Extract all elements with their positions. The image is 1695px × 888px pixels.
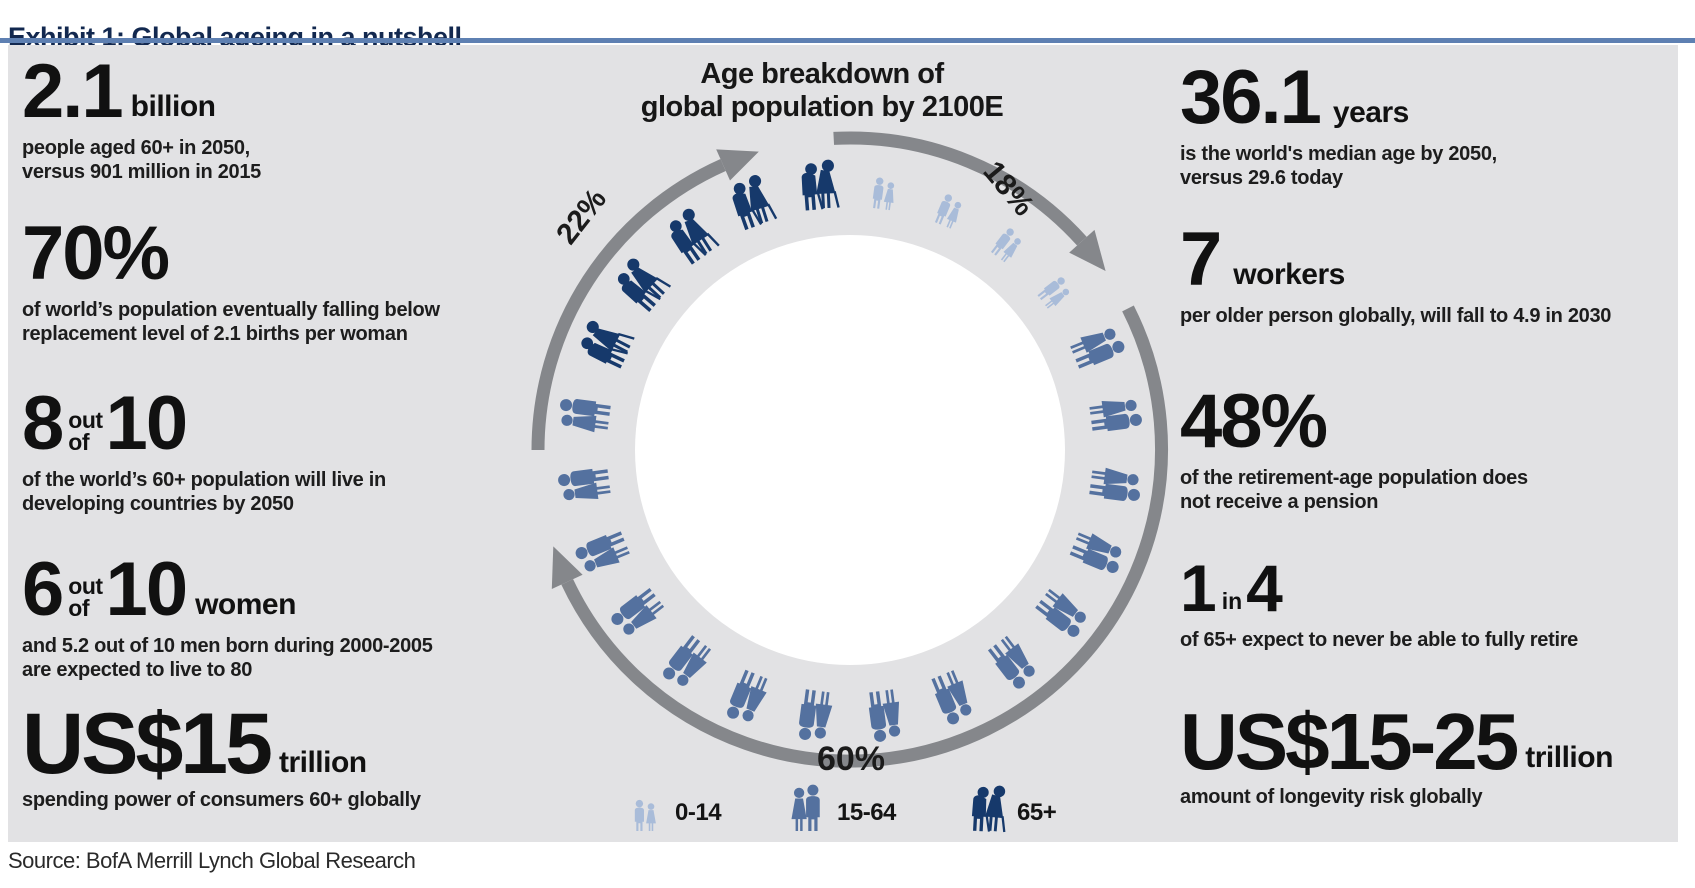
source-note: Source: BofA Merrill Lynch Global Resear… (8, 848, 416, 873)
ring-unit-adults (987, 635, 1035, 689)
stat-description: is the world's median age by 2050, versu… (1180, 142, 1497, 189)
stat-value-2: 10 (105, 547, 189, 632)
stat-unit: trillion (278, 745, 367, 779)
ring-unit-adults (1089, 399, 1142, 432)
stat-value: 7 (1180, 217, 1222, 302)
stat-us15-trillion: US$15 trillion spending power of consumer… (22, 696, 421, 812)
stat-value: 48% (1180, 379, 1328, 464)
ring-unit-adults (1070, 328, 1125, 369)
stat-description: of 65+ expect to never be able to fully … (1180, 628, 1579, 651)
stat-value: 1 (1180, 551, 1217, 625)
arrow-arc (833, 131, 1087, 246)
population-ring (558, 159, 1142, 742)
title-divider (0, 38, 1695, 43)
stat-description: spending power of consumers 60+ globally (22, 788, 421, 811)
ring-unit-adults (558, 468, 611, 501)
stat-unit: years (1332, 95, 1409, 129)
legend-label: 65+ (1017, 799, 1057, 826)
arrow-head (1069, 229, 1106, 271)
label-adults-share: 60% (816, 740, 886, 778)
stat-description: amount of longevity risk globally (1180, 786, 1483, 808)
ring-unit-children (872, 177, 895, 211)
stat-unit: women (195, 587, 296, 621)
stat-value: US$15-25 (1180, 697, 1519, 786)
stat-value: 36.1 (1180, 55, 1322, 140)
ring-unit-adults (1089, 467, 1140, 501)
stat-description: per older person globally, will fall to … (1180, 304, 1612, 327)
globe-ocean (635, 235, 1065, 665)
ring-unit-adults (663, 635, 712, 686)
stat-value: 2.1 (22, 49, 124, 134)
ring-unit-seniors (617, 258, 672, 312)
ring-unit-children (1037, 277, 1070, 309)
stat-1-in-4: 1 in 4 of 65+ expect to never be able to… (1180, 551, 1579, 652)
ring-unit-adults (931, 670, 972, 725)
stat-48-percent: 48% of the retirement-age population doe… (1180, 379, 1528, 514)
adults-pair-icon (791, 784, 820, 831)
stat-description: of world’s population eventually falling… (22, 298, 440, 345)
ring-unit-adults (1069, 532, 1122, 573)
stat-connector: out of (68, 407, 103, 455)
stat-7-workers: 7 workers per older person globally, will… (1180, 217, 1612, 328)
ring-unit-seniors (801, 159, 840, 211)
legend-item-seniors: 65+ (966, 784, 1057, 833)
ring-unit-adults (575, 531, 630, 572)
ring-unit-adults (727, 669, 768, 722)
stat-description: people aged 60+ in 2050, versus 901 mill… (22, 136, 261, 183)
arrow-head (716, 149, 759, 181)
globe (635, 235, 1065, 665)
chart-title: Age breakdown of global population by 21… (640, 58, 1004, 124)
arrow-arc (561, 305, 1169, 768)
stat-value: US$15 (22, 696, 273, 792)
ring-unit-adults (560, 399, 611, 433)
ring-unit-seniors (732, 175, 778, 231)
ring-unit-adults (868, 689, 901, 742)
legend-label: 15-64 (837, 799, 896, 826)
ring-unit-adults (1035, 588, 1086, 637)
ring-unit-seniors (669, 208, 720, 265)
stat-description: of the world’s 60+ population will live … (22, 468, 386, 515)
stat-70-percent: 70% of world’s population eventually fal… (22, 211, 440, 346)
ring-unit-adults (799, 689, 833, 740)
legend-item-adults: 15-64 (788, 784, 896, 832)
circular-arrows (531, 131, 1169, 768)
stat-description: and 5.2 out of 10 men born during 2000-2… (22, 634, 433, 681)
legend-item-children: 0-14 (628, 784, 722, 832)
stat-us15-25-trillion: US$15-25 trillion amount of longevity ris… (1180, 697, 1613, 809)
stat-connector: out of (68, 573, 103, 621)
stat-value: 8 (22, 381, 64, 466)
stat-connector: in (1221, 587, 1243, 614)
arrow-head (551, 546, 583, 589)
arrow-arc (531, 159, 726, 451)
stat-value: 70% (22, 211, 170, 296)
stat-36-1-years: 36.1 years is the world's median age by 2… (1180, 55, 1497, 190)
ring-unit-seniors (581, 320, 635, 369)
stat-value-2: 10 (105, 381, 189, 466)
stat-value: 6 (22, 547, 64, 632)
ring-unit-adults (611, 587, 665, 635)
seniors-pair-icon (971, 785, 1006, 833)
ring-unit-children (990, 228, 1021, 263)
age-ring-chart (531, 131, 1169, 768)
stat-unit: trillion (1525, 741, 1613, 774)
stat-unit: billion (130, 89, 216, 123)
legend-label: 0-14 (675, 799, 722, 826)
stat-unit: workers (1233, 257, 1345, 291)
stat-value-2: 4 (1246, 551, 1283, 625)
stat-description: of the retirement-age population does no… (1180, 466, 1528, 513)
ring-unit-children (934, 194, 962, 229)
stat-6-out-of-10-women: 6 out of 10 women and 5.2 out of 10 men b… (22, 547, 433, 682)
children-pair-icon (634, 799, 656, 831)
stat-2-1-billion: 2.1 billion people aged 60+ in 2050, vers… (22, 49, 261, 184)
stat-8-out-of-10: 8 out of 10 of the world’s 60+ population… (22, 381, 386, 516)
